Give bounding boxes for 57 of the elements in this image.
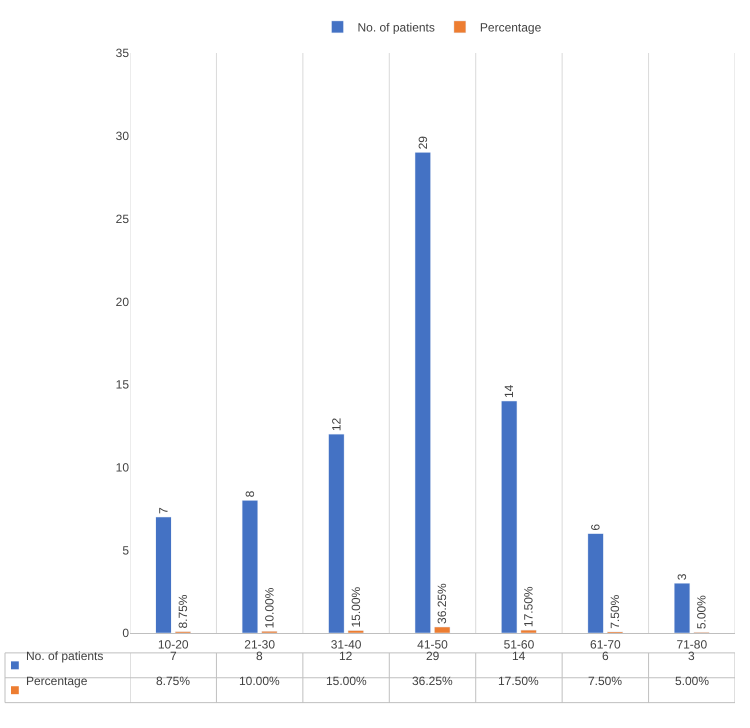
data-label: 6 [602, 649, 609, 663]
data-label: 15.00% [326, 674, 368, 688]
data-label: 3 [688, 649, 695, 663]
bar [328, 434, 344, 633]
bar [501, 400, 518, 633]
text: 14 [502, 384, 516, 398]
text: 3 [675, 574, 690, 580]
bar [674, 583, 690, 633]
text: 6 [588, 524, 603, 531]
y-tick-label: 20 [116, 294, 130, 309]
y-tick-label: 5 [122, 543, 130, 558]
bar [242, 500, 258, 633]
text: 12 [329, 418, 344, 432]
y-tick-label: 10 [116, 460, 130, 474]
x-tick-label: 71-80 [676, 637, 708, 652]
text: 5.00% [694, 595, 709, 630]
data-label: 8 [256, 649, 263, 663]
text: Percentage [26, 674, 88, 688]
text: 17.50% [522, 586, 536, 628]
data-label: 7 [170, 649, 177, 663]
y-tick-label: 0 [122, 626, 130, 640]
data-label: 14 [512, 649, 526, 663]
x-tick-label: 31-40 [330, 637, 362, 652]
data-label: 10.00% [239, 674, 280, 688]
text: 29 [416, 136, 430, 150]
x-tick-label: 21-30 [244, 637, 276, 652]
y-tick-label: 25 [116, 212, 130, 226]
data-label: 29 [426, 649, 440, 663]
text: 15.00% [348, 586, 363, 628]
data-label: 7.50% [588, 674, 622, 688]
text: 10.00% [262, 588, 276, 628]
text: No. of patients [26, 649, 104, 663]
x-tick-label: 10-20 [158, 637, 189, 652]
data-label: 12 [339, 649, 353, 663]
legend-label: Percentage [480, 20, 542, 35]
bar [414, 152, 431, 633]
legend-label: No. of patients [358, 20, 435, 35]
text: 7.50% [608, 594, 622, 629]
y-tick-label: 30 [116, 129, 130, 144]
data-label: 5.00% [675, 674, 710, 688]
bar [155, 516, 172, 633]
bar [588, 533, 604, 633]
text: 8 [242, 490, 257, 498]
data-label: 17.50% [498, 674, 540, 688]
text: 8.75% [176, 594, 190, 629]
bar [520, 630, 537, 633]
bar [348, 630, 364, 633]
x-tick-label: 41-50 [417, 637, 448, 652]
y-tick-label: 15 [116, 378, 130, 392]
y-tick-label: 35 [116, 46, 130, 60]
data-label: 36.25% [412, 674, 454, 688]
text: 7 [156, 507, 170, 514]
bar [434, 626, 450, 633]
data-label: 8.75% [156, 674, 190, 688]
x-tick-label: 61-70 [590, 637, 622, 652]
x-tick-label: 51-60 [504, 637, 535, 652]
text: 36.25% [435, 583, 450, 624]
